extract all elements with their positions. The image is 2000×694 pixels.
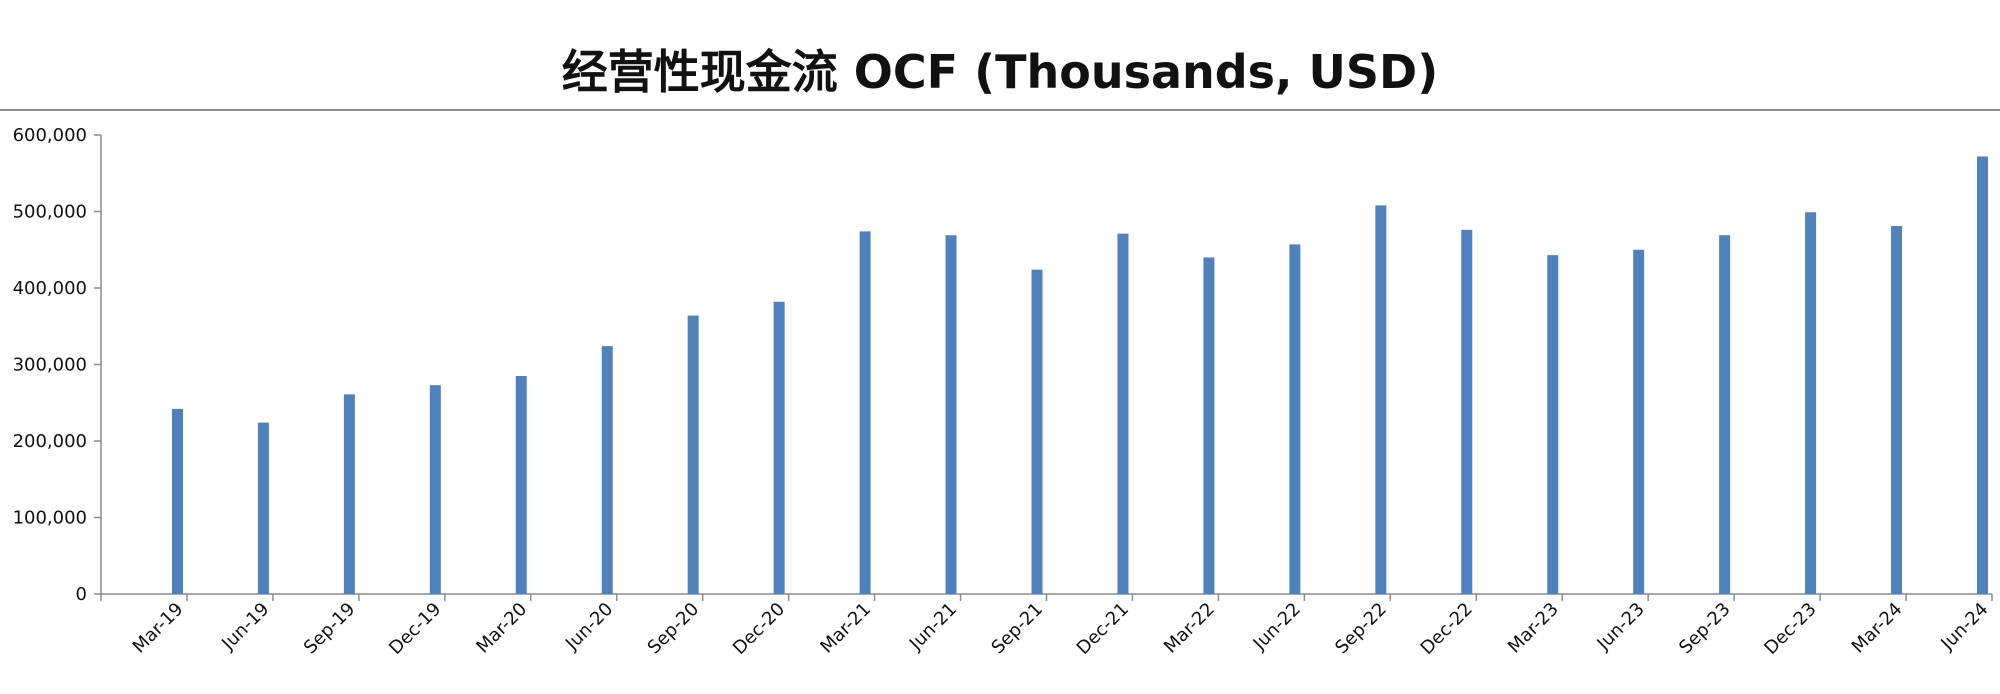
x-tick-label: Dec-23: [1760, 599, 1820, 659]
bar-Mar-21: [859, 231, 871, 594]
x-tick-label: Sep-21: [987, 599, 1047, 659]
x-tick-label: Mar-21: [816, 599, 875, 658]
title-divider: [0, 109, 2000, 111]
y-tick-label: 600,000: [13, 125, 87, 146]
y-tick-label: 0: [76, 584, 87, 605]
bar-Dec-22: [1461, 229, 1473, 595]
x-tick-label: Sep-20: [644, 599, 704, 659]
x-tick-label: Mar-23: [1504, 599, 1563, 658]
bar-Jun-22: [1289, 244, 1301, 594]
bar-Jun-23: [1633, 249, 1645, 594]
x-tick-label: Dec-19: [385, 599, 445, 659]
bar-Sep-23: [1719, 235, 1731, 594]
bar-Jun-19: [257, 422, 269, 594]
x-tick-label: Sep-23: [1675, 599, 1735, 659]
bar-Mar-24: [1891, 226, 1903, 594]
x-tick-label: Sep-22: [1331, 599, 1391, 659]
x-tick-label: Sep-19: [300, 599, 360, 659]
x-tick-label: Jun-19: [217, 599, 273, 655]
x-tick-label: Dec-20: [729, 599, 789, 659]
x-tick-label: Mar-22: [1160, 599, 1219, 658]
bar-Dec-21: [1117, 233, 1129, 594]
bar-Jun-21: [945, 235, 957, 594]
bar-Sep-22: [1375, 205, 1387, 594]
x-tick-label: Jun-24: [1936, 599, 1992, 655]
bar-Mar-23: [1547, 255, 1559, 595]
y-tick-label: 500,000: [13, 202, 87, 223]
bar-series: [171, 156, 1988, 595]
y-tick-label: 200,000: [13, 431, 87, 452]
x-tick-label: Mar-19: [129, 599, 188, 658]
bar-Dec-23: [1805, 212, 1817, 594]
y-axis: 0 100,000 200,000 300,000 400,000 500,000 600,…: [13, 125, 102, 605]
y-tick-label: 400,000: [13, 278, 87, 299]
x-tick-label: Jun-22: [1249, 599, 1305, 655]
x-tick-label: Jun-23: [1592, 599, 1648, 655]
y-tick-label: 300,000: [13, 355, 87, 376]
x-tick-label: Dec-21: [1073, 599, 1133, 659]
bar-Mar-20: [515, 375, 527, 594]
bar-Jun-20: [601, 346, 613, 594]
x-tick-label: Mar-20: [472, 599, 531, 658]
chart-title: 经营性现金流 OCF (Thousands, USD): [561, 45, 1439, 99]
x-tick-label: Dec-22: [1417, 599, 1477, 659]
x-tick-label: Mar-24: [1848, 599, 1907, 658]
x-tick-label: Jun-20: [561, 599, 617, 655]
bar-Mar-19: [171, 408, 183, 594]
bar-Jun-24: [1977, 156, 1988, 595]
y-tick-label: 100,000: [13, 508, 87, 529]
x-axis: Mar-19 Jun-19 Sep-19 Dec-19 Mar-20 Jun-20 Sep-…: [100, 593, 1993, 659]
bar-Sep-19: [343, 394, 355, 594]
bar-Mar-22: [1203, 257, 1215, 594]
bar-Dec-20: [773, 301, 785, 594]
bar-Sep-20: [687, 315, 699, 594]
bar-Sep-21: [1031, 269, 1043, 594]
bar-Dec-19: [429, 385, 441, 594]
x-tick-label: Jun-21: [905, 599, 961, 655]
